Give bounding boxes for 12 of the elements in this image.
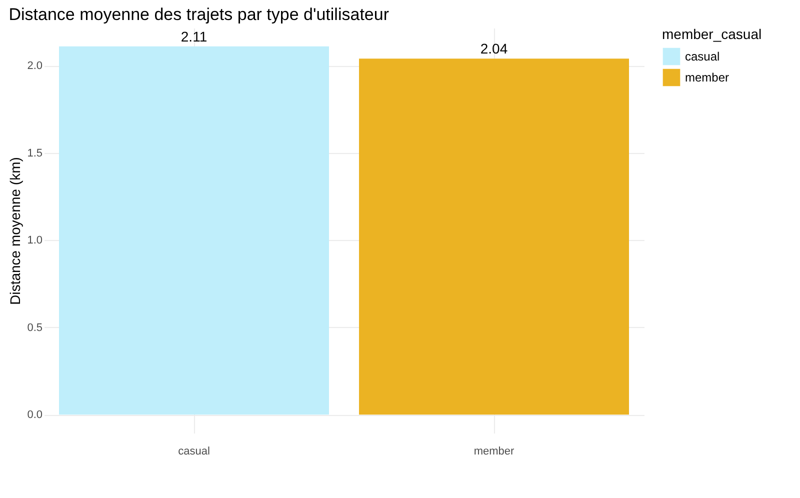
legend-label: member [685, 70, 730, 84]
y-axis-title: Distance moyenne (km) [7, 157, 24, 305]
y-tick-label: 1.5 [27, 147, 42, 160]
legend-label: casual [685, 50, 720, 64]
y-tick-label: 0.0 [27, 409, 42, 422]
y-tick-label: 1.0 [27, 234, 42, 247]
y-tick-label: 0.5 [27, 322, 42, 334]
legend-title: member_casual [662, 26, 762, 42]
data-label: 2.04 [480, 40, 508, 57]
chart-title: Distance moyenne des trajets par type d'utilisateur [8, 5, 390, 24]
data-label: 2.11 [180, 28, 208, 44]
y-tick-label: 2.0 [27, 60, 42, 72]
